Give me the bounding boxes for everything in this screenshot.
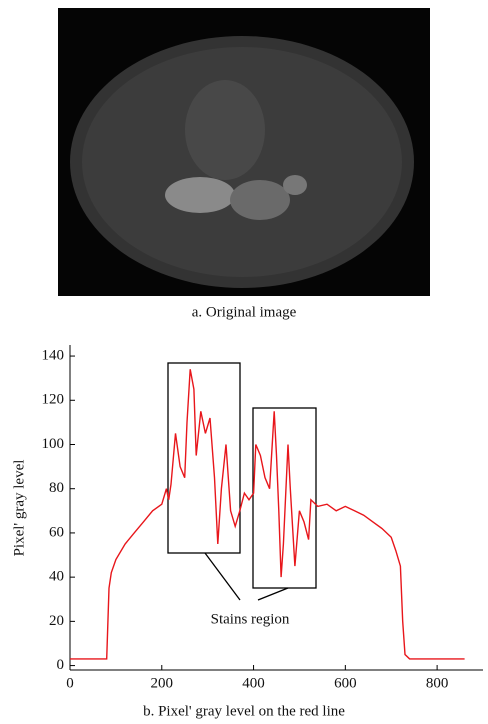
x-tick-label: 0 xyxy=(66,675,74,691)
plot xyxy=(69,345,483,671)
y-axis-label: Pixel' gray level xyxy=(11,460,27,557)
annotation-box xyxy=(252,407,317,589)
image-stain xyxy=(230,180,290,220)
y-tick-label: 140 xyxy=(42,347,65,363)
annotation-line xyxy=(257,587,289,601)
image-stain xyxy=(165,177,235,213)
x-tick-label: 400 xyxy=(242,675,265,691)
annotation-box xyxy=(167,362,241,554)
annotation: Stains region xyxy=(211,611,290,627)
annotation-line xyxy=(204,552,241,601)
image-stain xyxy=(185,80,265,180)
x-tick-label: 600 xyxy=(334,675,357,691)
y-tick-label: 20 xyxy=(49,613,64,629)
y-tick-label: 60 xyxy=(49,524,64,540)
image-stain xyxy=(283,175,307,195)
x-tick-label: 800 xyxy=(426,675,449,691)
y-tick-label: 100 xyxy=(42,436,65,452)
original-image xyxy=(58,8,430,296)
x-tick-label: 200 xyxy=(151,675,174,691)
y-tick-label: 0 xyxy=(57,657,65,673)
y-tick-label: 40 xyxy=(49,569,64,585)
caption: b. Pixel' gray level on the red line xyxy=(143,703,345,719)
y-tick-label: 120 xyxy=(42,392,65,408)
caption: a. Original image xyxy=(192,304,297,320)
data-line xyxy=(70,369,465,660)
y-tick-label: 80 xyxy=(49,480,64,496)
